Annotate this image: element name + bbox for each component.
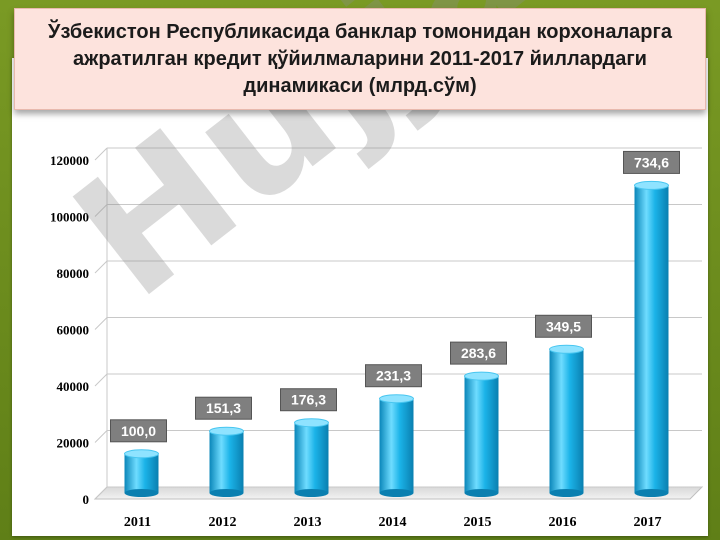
bar-base	[549, 489, 584, 497]
bar-top	[124, 449, 159, 459]
bar-body	[634, 185, 669, 494]
y-tick-label: 120000	[50, 153, 89, 168]
x-tick-label: 2012	[209, 515, 237, 530]
bar-top	[464, 371, 499, 381]
x-tick-label: 2011	[124, 515, 151, 530]
x-tick-label: 2013	[294, 515, 322, 530]
y-tick-label: 80000	[57, 266, 90, 281]
data-label: 231,3	[365, 364, 422, 388]
gridline-side	[94, 204, 108, 217]
bar-top	[634, 180, 669, 190]
bar	[464, 371, 499, 497]
data-label-text: 349,5	[546, 318, 581, 334]
bar-top	[294, 418, 329, 428]
data-label-box	[110, 419, 167, 443]
title-box: Ўзбекистон Республикасида банклар томони…	[14, 8, 706, 110]
data-label-box	[535, 314, 592, 338]
x-tick-label: 2017	[634, 515, 662, 530]
bar-body	[549, 349, 584, 493]
bar-body	[464, 376, 499, 493]
data-label-text: 283,6	[461, 345, 496, 361]
bar	[379, 394, 414, 497]
x-tick-label: 2016	[549, 515, 577, 530]
data-label-box	[450, 341, 507, 365]
x-tick-label: 2015	[464, 515, 492, 530]
data-label: 349,5	[535, 314, 592, 338]
y-tick-label: 100000	[50, 210, 89, 225]
y-tick-label: 40000	[57, 379, 90, 394]
gridline-side	[94, 430, 108, 443]
y-tick-label: 20000	[57, 436, 90, 451]
bar-body	[124, 453, 159, 493]
bar-base	[379, 489, 414, 497]
bars	[124, 180, 669, 497]
bar-body	[379, 398, 414, 493]
data-label: 151,3	[195, 396, 252, 420]
y-tick-label: 60000	[57, 323, 90, 338]
chart-title: Ўзбекистон Республикасида банклар томони…	[48, 20, 672, 97]
bar-body	[209, 431, 244, 493]
gridline-side	[94, 260, 108, 274]
gridline-side	[94, 317, 108, 330]
data-label: 100,0	[110, 419, 167, 443]
bar-top	[209, 426, 244, 436]
bar	[294, 418, 329, 497]
data-label: 283,6	[450, 341, 507, 365]
data-label-box	[365, 364, 422, 388]
bar-top	[549, 344, 584, 354]
bar-base	[294, 489, 329, 497]
bar-base	[209, 489, 244, 497]
x-axis-ticks: 2011 2012 2013 2014 2015 2016 2017	[124, 515, 662, 530]
gridline-side	[94, 373, 108, 387]
bar	[209, 426, 244, 497]
data-label-text: 100,0	[121, 423, 156, 439]
bar	[549, 344, 584, 497]
data-label-box	[195, 396, 252, 420]
gridline-side	[94, 147, 108, 161]
data-label-text: 231,3	[376, 368, 411, 384]
bar-top	[379, 394, 414, 404]
bar-base	[464, 489, 499, 497]
bar	[124, 449, 159, 497]
data-label-box	[623, 150, 680, 174]
bar-body	[294, 422, 329, 493]
data-label-box	[280, 388, 337, 412]
y-axis-ticks: 0 20000 40000 60000 80000 100000 120000	[50, 153, 89, 507]
bar	[634, 180, 669, 497]
data-label: 176,3	[280, 388, 337, 412]
data-label-text: 151,3	[206, 400, 241, 416]
data-label: 734,6	[623, 150, 680, 174]
gridline-side	[94, 486, 108, 500]
y-tick-label: 0	[83, 492, 90, 507]
bar-base	[124, 489, 159, 497]
x-tick-label: 2014	[379, 515, 407, 530]
bar-base	[634, 489, 669, 497]
data-label-text: 176,3	[291, 392, 326, 408]
data-label-text: 734,6	[634, 154, 669, 170]
